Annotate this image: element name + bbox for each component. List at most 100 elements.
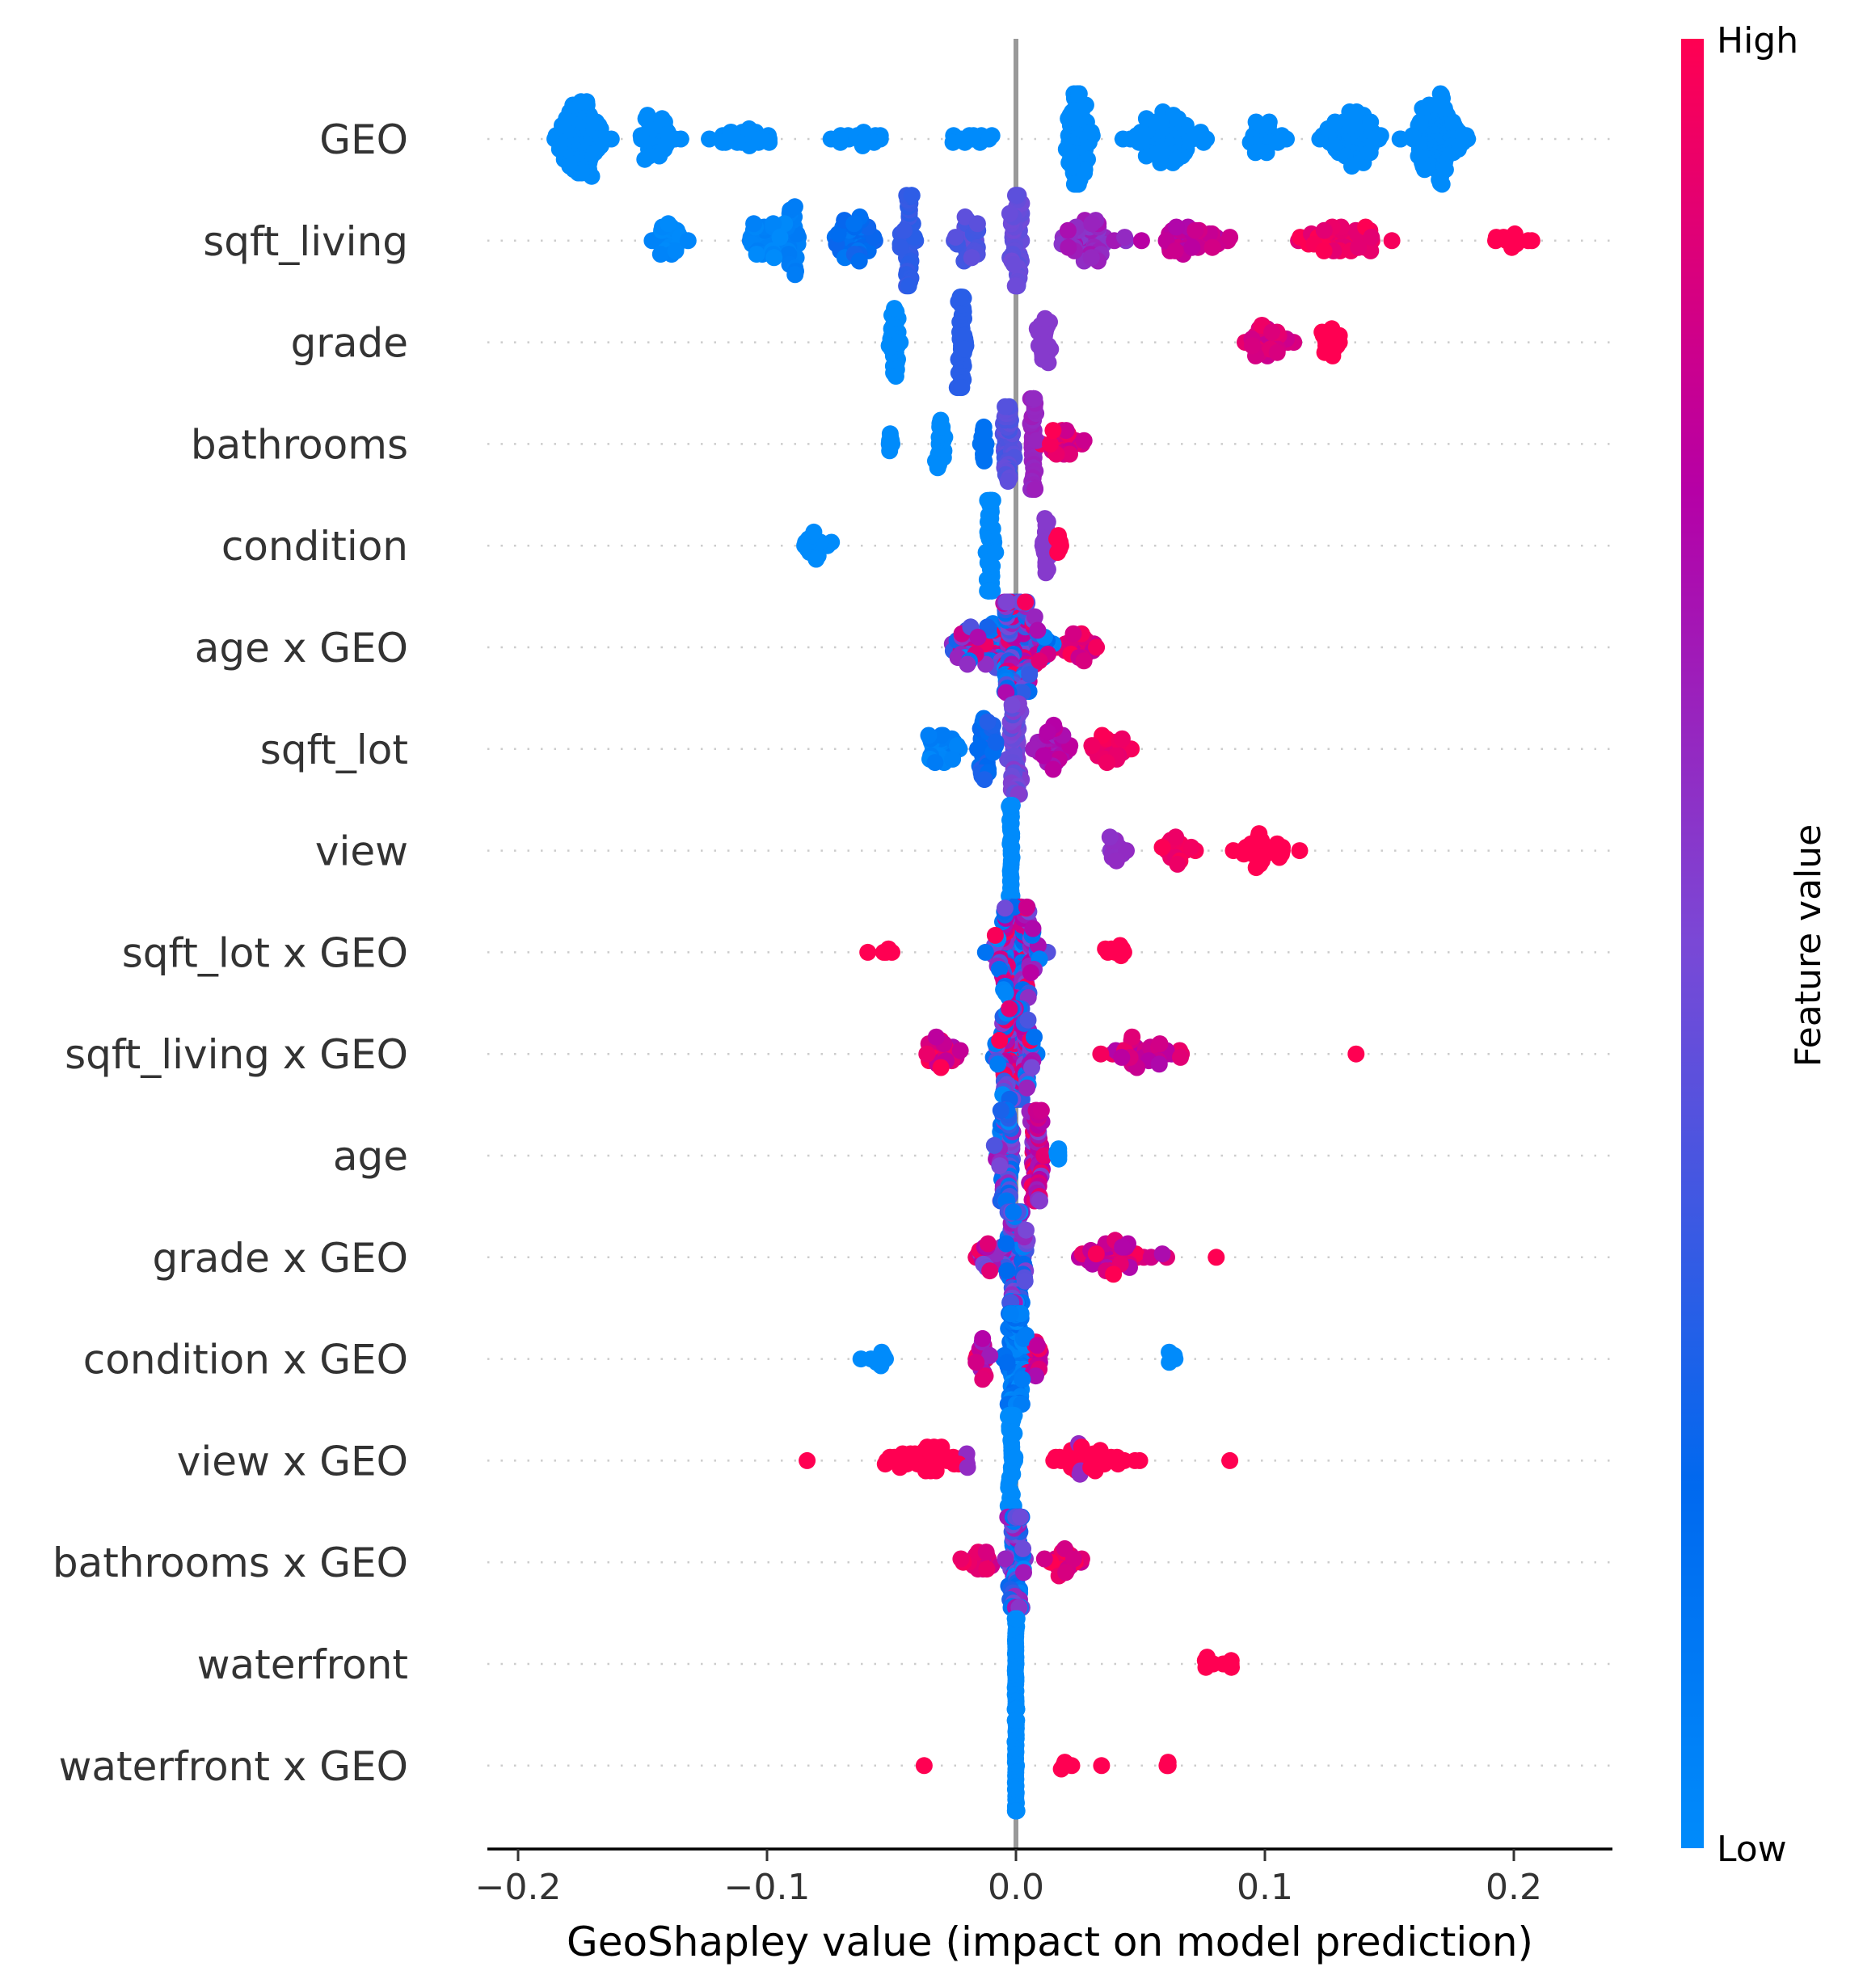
- data-point: [1361, 144, 1379, 162]
- data-point: [976, 452, 993, 470]
- data-point: [974, 1329, 992, 1347]
- data-point: [1166, 242, 1184, 259]
- data-point: [1199, 1649, 1216, 1666]
- data-point: [1005, 255, 1022, 273]
- data-point: [1050, 1140, 1068, 1158]
- data-point: [572, 93, 590, 111]
- data-point: [1168, 150, 1186, 168]
- data-point: [1250, 825, 1268, 843]
- data-point: [1113, 730, 1131, 748]
- data-point: [963, 249, 980, 267]
- data-point: [1057, 422, 1075, 440]
- data-point: [891, 334, 909, 352]
- data-point: [1008, 1610, 1026, 1628]
- data-point: [1059, 221, 1077, 239]
- data-point: [1347, 1045, 1365, 1063]
- data-point: [997, 593, 1015, 611]
- data-point: [1075, 652, 1093, 670]
- data-point: [1221, 229, 1239, 246]
- data-point: [1017, 1326, 1035, 1344]
- data-point: [653, 110, 671, 128]
- data-point: [1192, 124, 1210, 141]
- data-point: [586, 144, 604, 162]
- data-point: [1098, 754, 1116, 772]
- data-point: [1019, 1011, 1037, 1029]
- data-point: [989, 1055, 1007, 1073]
- colorbar-title: Feature value: [1788, 824, 1829, 1067]
- data-point: [974, 1371, 992, 1388]
- data-point: [1016, 1272, 1034, 1290]
- data-point: [959, 655, 976, 673]
- data-point: [986, 926, 1004, 944]
- feature-points-age: [985, 1101, 1068, 1210]
- data-point: [639, 107, 656, 124]
- data-point: [977, 1544, 995, 1561]
- data-point: [1093, 1757, 1111, 1775]
- data-point: [953, 379, 971, 397]
- data-point: [955, 326, 973, 344]
- data-point: [1006, 1448, 1024, 1466]
- data-point: [1208, 1249, 1225, 1266]
- data-point: [1039, 723, 1056, 741]
- data-point: [679, 232, 697, 250]
- data-point: [996, 899, 1014, 917]
- data-point: [1315, 221, 1333, 239]
- data-point: [929, 459, 946, 477]
- data-point: [1147, 113, 1165, 131]
- data-point: [1223, 1658, 1240, 1676]
- feature-label: sqft_lot x GEO: [122, 929, 408, 976]
- data-point: [1235, 845, 1253, 863]
- data-point: [1350, 238, 1368, 256]
- data-point: [1017, 593, 1035, 611]
- data-point: [952, 1550, 970, 1568]
- data-point: [1076, 164, 1094, 182]
- data-point: [1271, 849, 1288, 866]
- data-point: [1026, 390, 1043, 407]
- data-point: [1075, 432, 1093, 449]
- data-point: [1005, 1203, 1022, 1221]
- data-point: [850, 252, 868, 270]
- data-point: [1088, 638, 1106, 656]
- data-point: [1029, 621, 1047, 639]
- data-point: [1092, 1045, 1110, 1063]
- data-point: [1028, 432, 1045, 449]
- data-point: [980, 582, 997, 600]
- data-point: [927, 1028, 945, 1046]
- feature-points-age-x-GEO: [943, 593, 1106, 701]
- data-point: [1026, 1028, 1043, 1046]
- data-point: [998, 1262, 1016, 1280]
- data-point: [765, 215, 782, 233]
- data-point: [883, 432, 900, 449]
- data-point: [998, 1354, 1016, 1371]
- data-point: [1316, 343, 1334, 361]
- data-point: [1187, 221, 1204, 239]
- data-point: [976, 771, 993, 789]
- feature-label: GEO: [319, 116, 408, 163]
- data-point: [891, 1459, 908, 1476]
- data-point: [1032, 1101, 1050, 1119]
- data-point: [1024, 920, 1042, 937]
- x-tick-label: 0.1: [1237, 1867, 1293, 1908]
- data-point: [859, 943, 877, 961]
- data-point: [1007, 1802, 1025, 1820]
- data-point: [748, 246, 765, 263]
- data-point: [1101, 828, 1119, 846]
- data-point: [1315, 242, 1333, 259]
- data-point: [987, 733, 1005, 751]
- feature-label: bathrooms: [191, 421, 408, 468]
- data-point: [1431, 85, 1449, 103]
- data-point: [1167, 828, 1185, 846]
- data-point: [1362, 113, 1380, 131]
- data-point: [997, 984, 1014, 1002]
- data-point: [805, 523, 823, 541]
- data-point: [959, 1459, 976, 1476]
- data-point: [1023, 1059, 1040, 1076]
- data-point: [949, 737, 966, 755]
- data-point: [771, 229, 789, 246]
- data-point: [1018, 1221, 1035, 1239]
- data-point: [1018, 898, 1035, 916]
- data-point: [1003, 797, 1021, 815]
- x-ticks: −0.2 −0.1 0.0 0.1 0.2: [475, 1849, 1542, 1908]
- data-point: [1269, 133, 1287, 151]
- data-point: [1451, 137, 1469, 154]
